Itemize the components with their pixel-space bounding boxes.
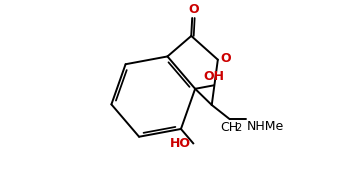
Text: O: O bbox=[188, 3, 199, 16]
Text: HO: HO bbox=[170, 137, 191, 150]
Text: NHMe: NHMe bbox=[247, 120, 284, 133]
Text: O: O bbox=[221, 52, 231, 65]
Text: OH: OH bbox=[203, 70, 224, 83]
Text: CH: CH bbox=[221, 121, 239, 134]
Text: 2: 2 bbox=[235, 123, 241, 133]
